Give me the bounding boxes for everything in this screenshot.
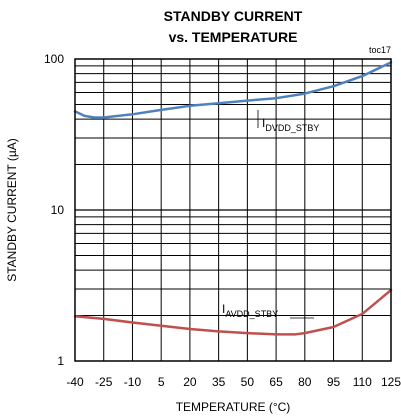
x-tick-label: 5 [158,375,165,389]
x-tick-label: -40 [66,375,84,389]
x-tick-label: -10 [124,375,142,389]
avdd-label-sub: AVDD_STBY [225,309,278,319]
dvdd-stby-series-line [75,62,391,117]
x-tick-label: -25 [95,375,113,389]
y-tick-label: 100 [44,52,64,66]
x-tick-label: 110 [353,375,372,389]
chart-title-line2: vs. TEMPERATURE [169,29,298,45]
chart-title-line1: STANDBY CURRENT [164,8,303,24]
y-tick-label: 10 [51,203,65,217]
dvdd-label-sub: DVDD_STBY [265,123,319,133]
x-tick-label: 20 [183,375,197,389]
x-tick-label: 80 [298,375,312,389]
x-tick-label: 50 [241,375,255,389]
avdd-series-label: IAVDD_STBY [222,302,278,319]
x-tick-label: 35 [212,375,226,389]
x-tick-label: 125 [381,375,401,389]
y-tick-labels: 1 10 100 [44,52,64,368]
y-tick-label: 1 [57,354,64,368]
x-tick-label: 65 [269,375,283,389]
figure-id: toc17 [369,45,391,55]
x-tick-labels: -40 -25 -10 5 20 35 50 65 80 95 110 125 [66,375,401,389]
y-axis-label: STANDBY CURRENT (µA) [5,138,19,282]
dvdd-series-label: IDVDD_STBY [262,116,319,133]
data-series [75,62,391,334]
x-tick-label: 95 [327,375,341,389]
x-axis-label: TEMPERATURE (°C) [176,400,291,414]
